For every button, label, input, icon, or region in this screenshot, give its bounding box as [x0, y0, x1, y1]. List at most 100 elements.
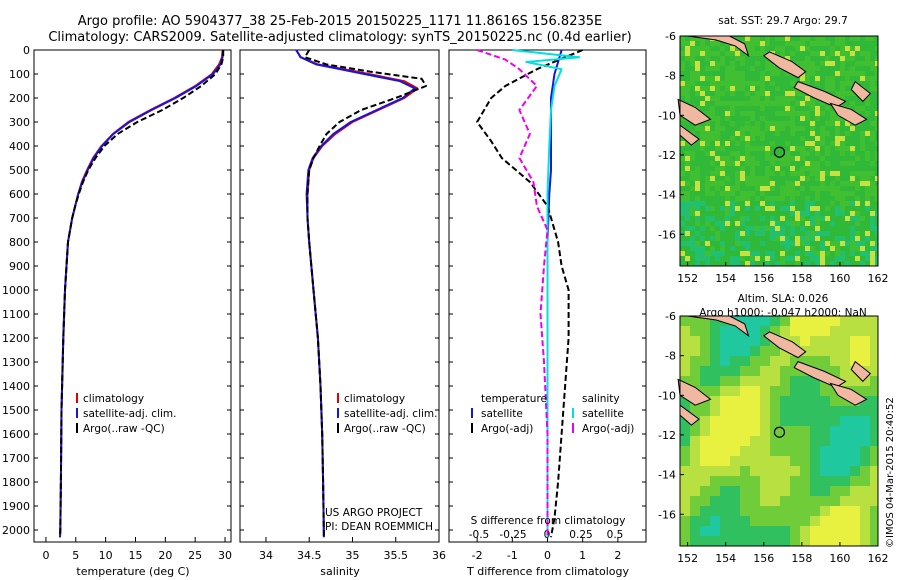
map-cell: [810, 516, 820, 526]
map-cell: [710, 241, 715, 246]
map-cell: [760, 161, 765, 166]
map-cell: [715, 116, 720, 121]
map-cell: [720, 366, 730, 376]
map-cell: [730, 201, 735, 206]
map-cell: [835, 131, 840, 136]
map-cell: [790, 91, 795, 96]
map-cell: [680, 166, 685, 171]
map-cell: [745, 126, 750, 131]
map-cell: [810, 51, 815, 56]
map-cell: [820, 476, 830, 486]
map-cell: [775, 181, 780, 186]
map-cell: [755, 251, 760, 256]
map-cell: [715, 121, 720, 126]
map-cell: [860, 141, 865, 146]
map-cell: [845, 61, 850, 66]
map-cell: [685, 221, 690, 226]
map-cell: [700, 231, 705, 236]
map-cell: [795, 156, 800, 161]
map-cell: [710, 86, 715, 91]
map-cell: [785, 91, 790, 96]
map-x-tick-label: 162: [868, 272, 889, 285]
map-cell: [790, 406, 800, 416]
map-cell: [855, 46, 860, 51]
map-cell: [805, 216, 810, 221]
map-x-tick-label: 160: [829, 272, 850, 285]
map-cell: [800, 191, 805, 196]
map-cell: [805, 101, 810, 106]
map-cell: [730, 241, 735, 246]
map-cell: [720, 456, 730, 466]
map-cell: [695, 231, 700, 236]
map-cell: [755, 206, 760, 211]
map-cell: [870, 246, 875, 251]
map-cell: [875, 41, 878, 46]
map-cell: [785, 196, 790, 201]
map-cell: [865, 101, 870, 106]
map-cell: [735, 166, 740, 171]
map-cell: [800, 376, 810, 386]
map-cell: [815, 201, 820, 206]
map-cell: [810, 231, 815, 236]
map-cell: [855, 136, 860, 141]
map-cell: [680, 496, 690, 506]
map-cell: [775, 96, 780, 101]
map-cell: [850, 326, 860, 336]
map-cell: [740, 446, 750, 456]
map-cell: [695, 181, 700, 186]
map-cell: [875, 36, 878, 41]
map-cell: [735, 256, 740, 261]
y-tick-label: 1900: [2, 500, 30, 513]
map-cell: [765, 86, 770, 91]
map-cell: [720, 241, 725, 246]
map-cell: [780, 71, 785, 76]
map-cell: [735, 56, 740, 61]
map-cell: [865, 236, 870, 241]
map-cell: [680, 211, 685, 216]
map-cell: [820, 136, 825, 141]
map-cell: [815, 51, 820, 56]
x-tick-label: 15: [128, 549, 142, 562]
map-cell: [860, 121, 865, 126]
map-cell: [830, 61, 835, 66]
map-cell: [740, 536, 750, 546]
map-cell: [870, 536, 878, 546]
map-cell: [875, 156, 878, 161]
map-cell: [720, 41, 725, 46]
map-cell: [810, 416, 820, 426]
map-cell: [800, 181, 805, 186]
map-cell: [865, 211, 870, 216]
map-cell: [720, 346, 730, 356]
map-cell: [695, 216, 700, 221]
map-cell: [765, 61, 770, 66]
map-cell: [745, 121, 750, 126]
map-cell: [680, 191, 685, 196]
map-cell: [715, 106, 720, 111]
map-cell: [835, 261, 840, 266]
map-cell: [775, 196, 780, 201]
map-cell: [715, 111, 720, 116]
map-cell: [750, 156, 755, 161]
map-cell: [770, 201, 775, 206]
map-cell: [730, 526, 740, 536]
map-cell: [830, 216, 835, 221]
map-cell: [690, 191, 695, 196]
map-cell: [775, 41, 780, 46]
map-cell: [700, 201, 705, 206]
map-cell: [765, 211, 770, 216]
map-cell: [850, 186, 855, 191]
map-cell: [795, 176, 800, 181]
map-cell: [715, 126, 720, 131]
temperature-xlabel: temperature (deg C): [76, 565, 189, 578]
map-cell: [790, 516, 800, 526]
map-cell: [815, 196, 820, 201]
map-cell: [850, 336, 860, 346]
map-cell: [875, 96, 878, 101]
map-cell: [745, 111, 750, 116]
map-cell: [700, 101, 705, 106]
map-cell: [690, 376, 700, 386]
map-cell: [795, 36, 800, 41]
map-cell: [695, 221, 700, 226]
map-cell: [700, 166, 705, 171]
map-cell: [720, 101, 725, 106]
